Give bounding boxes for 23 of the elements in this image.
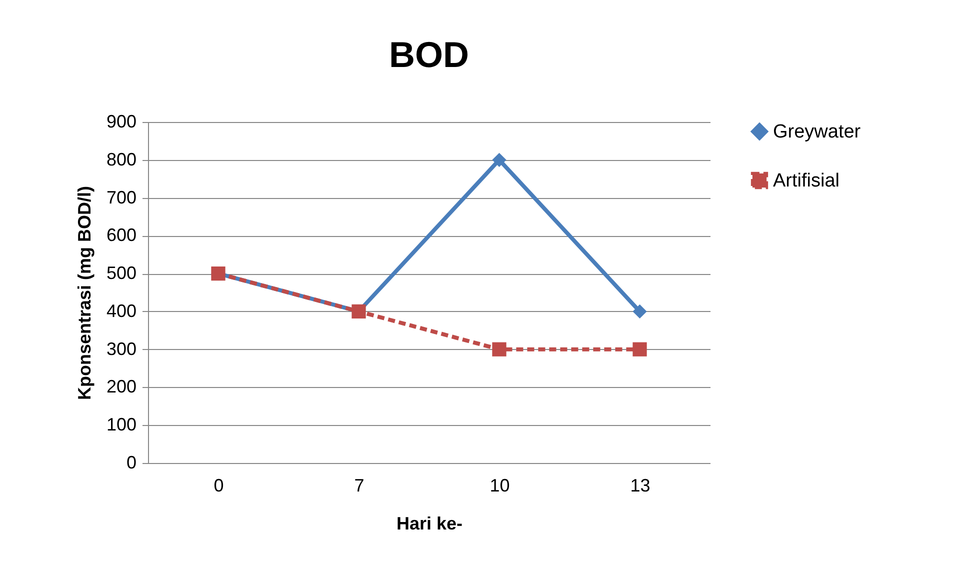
- y-tick-label: 100: [106, 414, 136, 435]
- y-tick-label: 200: [106, 376, 136, 397]
- x-tick-label: 13: [630, 476, 650, 496]
- legend-label: Greywater: [773, 122, 862, 142]
- y-tick-label: 800: [106, 149, 136, 170]
- y-tick-label: 600: [106, 225, 136, 246]
- point: [492, 152, 506, 167]
- y-tick-label: 900: [106, 112, 136, 132]
- point: [492, 342, 506, 356]
- y-tick-label: 300: [106, 338, 136, 359]
- y-tick-label: 700: [106, 187, 136, 208]
- legend-label: Artifisial: [773, 170, 840, 192]
- point: [632, 304, 647, 319]
- x-axis-title: Hari ke-: [396, 514, 463, 534]
- y-tick-label: 0: [126, 452, 136, 472]
- x-tick-label: 7: [354, 476, 364, 496]
- x-tick-label: 0: [214, 476, 224, 496]
- y-tick-label: 500: [106, 263, 136, 284]
- x-tick-label: 10: [490, 476, 510, 496]
- y-axis-title: Kponsentrasi (mg BOD/l): [74, 186, 94, 400]
- point: [632, 342, 647, 356]
- y-tick-label: 400: [106, 300, 136, 321]
- chart-title: BOD: [389, 34, 469, 75]
